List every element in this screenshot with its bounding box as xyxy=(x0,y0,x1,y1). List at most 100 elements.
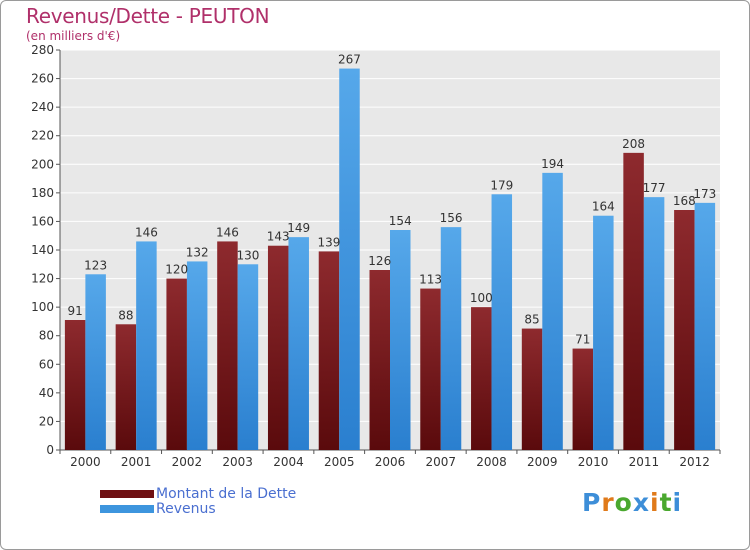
bar-revenus-2011 xyxy=(643,197,665,450)
x-tick-label: 2000 xyxy=(70,455,101,469)
bar-revenus-2002 xyxy=(186,261,208,450)
bar-dette-2009 xyxy=(521,328,543,450)
x-tick-label: 2007 xyxy=(425,455,456,469)
y-tick-label: 140 xyxy=(31,243,54,257)
bar-revenus-2005 xyxy=(339,68,360,451)
bar-dette-2007 xyxy=(420,288,441,450)
proxiti-logo: Proxiti xyxy=(582,488,682,517)
y-axis: 0 20 40 60 80 100 120 140 160 180 200 220 240 260 280 xyxy=(31,43,720,457)
data-label-dette-2001: 88 xyxy=(118,308,133,322)
data-label-revenus-2012: 173 xyxy=(693,187,716,201)
y-tick-label: 180 xyxy=(31,186,54,200)
bar-dette-2008 xyxy=(471,307,492,450)
y-tick-label: 80 xyxy=(39,329,54,343)
x-tick-label: 2010 xyxy=(578,455,609,469)
bar-revenus-2003 xyxy=(237,264,259,450)
data-label-dette-2005: 139 xyxy=(318,235,341,249)
x-tick-label: 2002 xyxy=(172,455,203,469)
data-label-dette-2007: 113 xyxy=(419,273,442,287)
bar-dette-2012 xyxy=(674,210,695,450)
legend-label-revenus: Revenus xyxy=(156,500,216,517)
y-tick-label: 100 xyxy=(31,300,54,314)
bars xyxy=(64,68,716,451)
bar-revenus-2008 xyxy=(491,194,513,450)
y-tick-label: 120 xyxy=(31,272,54,286)
logo-letter: t xyxy=(659,488,673,517)
legend-item-dette: Montant de la Dette xyxy=(100,485,297,502)
legend-swatch-revenus xyxy=(100,504,154,513)
bar-revenus-2012 xyxy=(694,202,716,450)
data-label-revenus-2001: 146 xyxy=(135,225,158,239)
bar-dette-2005 xyxy=(318,251,340,450)
data-label-revenus-2008: 179 xyxy=(490,178,513,192)
data-label-dette-2004: 143 xyxy=(267,230,290,244)
x-tick-label: 2001 xyxy=(121,455,152,469)
logo-letter: x xyxy=(632,488,650,517)
chart-subtitle: (en milliers d'€) xyxy=(26,29,121,43)
bar-revenus-2006 xyxy=(390,230,411,450)
y-tick-label: 20 xyxy=(39,414,54,428)
data-label-revenus-2007: 156 xyxy=(440,211,463,225)
y-tick-label: 0 xyxy=(46,443,54,457)
data-label-dette-2006: 126 xyxy=(368,254,391,268)
x-tick-label: 2008 xyxy=(476,455,507,469)
x-tick-label: 2006 xyxy=(375,455,406,469)
bar-revenus-2010 xyxy=(593,215,614,450)
data-label-dette-2000: 91 xyxy=(67,304,82,318)
data-label-dette-2011: 208 xyxy=(622,137,645,151)
bar-dette-2011 xyxy=(623,152,644,450)
y-tick-label: 240 xyxy=(31,100,54,114)
data-label-revenus-2010: 164 xyxy=(592,200,615,214)
bar-revenus-2000 xyxy=(85,274,106,450)
x-tick-label: 2005 xyxy=(324,455,355,469)
x-tick-label: 2012 xyxy=(679,455,710,469)
logo-letter: i xyxy=(650,488,660,517)
bar-revenus-2007 xyxy=(440,227,462,450)
y-tick-label: 280 xyxy=(31,43,54,57)
bar-dette-2003 xyxy=(217,241,238,450)
bar-dette-2006 xyxy=(369,270,390,450)
legend-item-revenus: Revenus xyxy=(100,500,296,517)
y-tick-label: 60 xyxy=(39,357,54,371)
y-tick-label: 220 xyxy=(31,129,54,143)
data-label-dette-2009: 85 xyxy=(524,313,539,327)
data-label-dette-2003: 146 xyxy=(216,225,239,239)
data-label-revenus-2003: 130 xyxy=(236,248,259,262)
logo-letter: i xyxy=(672,488,683,517)
logo-letter: P xyxy=(582,488,602,517)
legend-swatch-dette xyxy=(100,489,154,498)
data-label-revenus-2000: 123 xyxy=(84,258,107,272)
bar-revenus-2009 xyxy=(542,172,563,450)
x-tick-label: 2004 xyxy=(273,455,304,469)
data-label-revenus-2006: 154 xyxy=(389,214,412,228)
bar-dette-2002 xyxy=(166,278,187,450)
logo-letter: o xyxy=(614,488,633,517)
data-label-dette-2002: 120 xyxy=(165,263,188,277)
bar-dette-2010 xyxy=(572,348,594,450)
y-tick-label: 160 xyxy=(31,214,54,228)
chart-title: Revenus/Dette - PEUTON xyxy=(26,4,270,28)
bar-revenus-2004 xyxy=(288,237,309,450)
data-label-dette-2012: 168 xyxy=(673,194,696,208)
data-label-revenus-2002: 132 xyxy=(186,245,209,259)
bar-dette-2000 xyxy=(64,320,86,450)
data-label-revenus-2011: 177 xyxy=(643,181,666,195)
data-label-revenus-2004: 149 xyxy=(287,221,310,235)
data-label-revenus-2009: 194 xyxy=(541,157,564,171)
y-tick-label: 40 xyxy=(39,386,54,400)
y-tick-label: 260 xyxy=(31,72,54,86)
data-label-dette-2008: 100 xyxy=(470,291,493,305)
bar-revenus-2001 xyxy=(136,241,157,450)
x-axis: 2000 2001 2002 2003 2004 2005 2006 2007 2008 2009… xyxy=(59,450,721,469)
data-label-dette-2010: 71 xyxy=(575,333,590,347)
x-tick-label: 2003 xyxy=(222,455,253,469)
data-label-revenus-2005: 267 xyxy=(338,53,361,67)
x-tick-label: 2011 xyxy=(629,455,660,469)
bar-dette-2001 xyxy=(115,324,137,450)
bar-dette-2004 xyxy=(267,245,289,450)
legend: Montant de la Dette Revenus xyxy=(100,485,297,517)
legend-label-dette: Montant de la Dette xyxy=(156,485,297,502)
logo-letter: r xyxy=(601,488,615,517)
